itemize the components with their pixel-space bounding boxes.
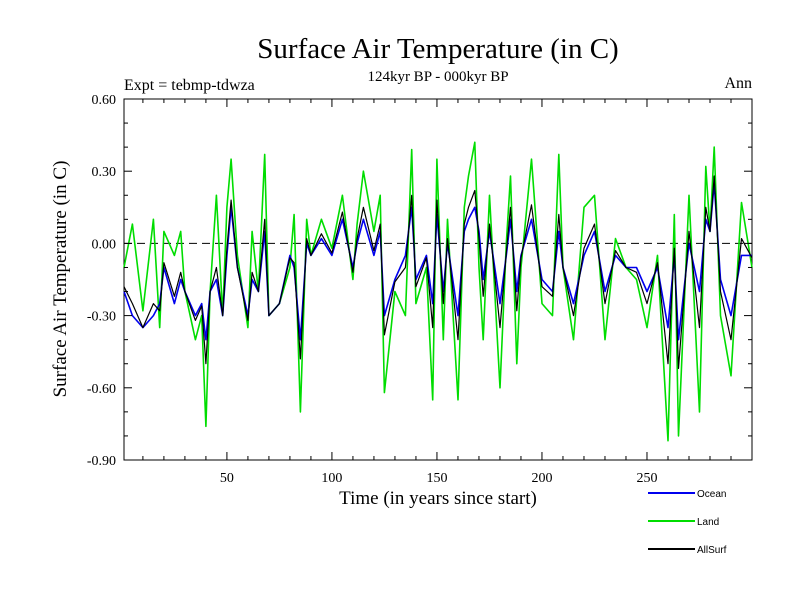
y-tick-label: 0.00 [92, 237, 117, 252]
y-tick-label: -0.30 [87, 310, 116, 325]
y-tick-label: 0.30 [92, 165, 117, 180]
legend-label-allsurf: AllSurf [697, 545, 727, 556]
x-tick-label: 200 [531, 471, 552, 486]
y-tick-label: -0.90 [87, 454, 116, 469]
y-axis-label: Surface Air Temperature (in C) [50, 161, 71, 398]
x-tick-label: 150 [426, 471, 447, 486]
season-label: Ann [724, 75, 752, 92]
plot-area [123, 98, 753, 461]
legend-label-land: Land [697, 517, 719, 528]
x-tick-label: 250 [636, 471, 657, 486]
series-line-allsurf [123, 175, 753, 370]
chart-title: Surface Air Temperature (in C) [257, 33, 618, 65]
legend-label-ocean: Ocean [697, 489, 726, 500]
expt-label: Expt = tebmp-tdwza [124, 77, 255, 94]
y-tick-label: 0.60 [92, 93, 117, 108]
plot-frame [123, 98, 753, 461]
legend: Ocean Land AllSurf [648, 489, 727, 556]
x-tick-label: 50 [220, 471, 234, 486]
x-tick-label: 100 [321, 471, 342, 486]
chart-subtitle: 124kyr BP - 000kyr BP [367, 69, 508, 85]
x-axis-label: Time (in years since start) [339, 488, 537, 509]
y-tick-label: -0.60 [87, 382, 116, 397]
